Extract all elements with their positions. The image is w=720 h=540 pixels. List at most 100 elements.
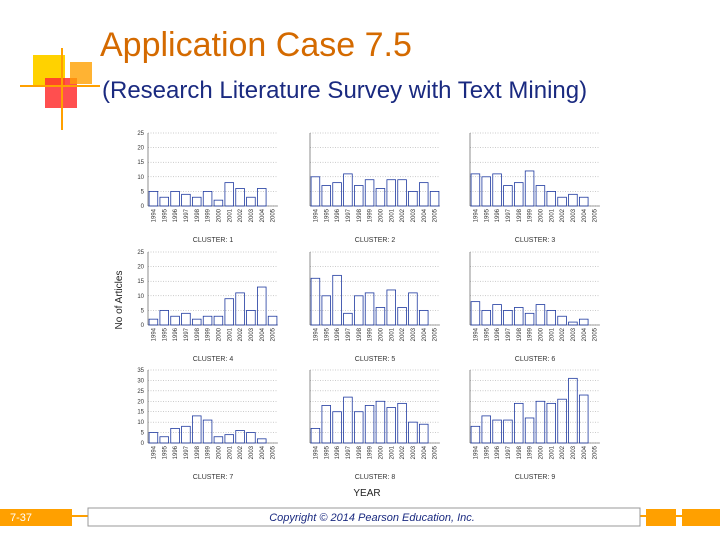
bar [408, 421, 418, 444]
bar [397, 402, 407, 444]
bar [557, 196, 567, 207]
x-tick-label: 2000 [538, 208, 544, 222]
bar [481, 176, 491, 207]
bar [170, 190, 180, 207]
x-tick-label: 2003 [411, 208, 417, 222]
y-tick-label: 15 [137, 279, 144, 285]
bar [364, 179, 375, 207]
x-tick-label: 1996 [173, 327, 179, 341]
bar [332, 182, 342, 207]
x-tick-label: 2004 [260, 208, 266, 222]
x-tick-label: 2002 [238, 327, 244, 341]
x-tick-label: 2002 [400, 208, 406, 222]
chart-title: CLUSTER: 8 [355, 474, 396, 481]
bar [470, 173, 481, 207]
bar [535, 304, 546, 326]
bar [321, 295, 331, 326]
bar [429, 190, 440, 207]
bar [246, 309, 256, 326]
bar [535, 185, 546, 207]
bar [481, 309, 491, 326]
x-tick-label: 1995 [484, 208, 490, 222]
bar [492, 419, 502, 444]
bar [514, 182, 524, 207]
bar [503, 419, 513, 444]
x-tick-label: 1998 [195, 208, 201, 222]
x-tick-label: 2005 [593, 208, 599, 222]
x-tick-label: 2000 [378, 327, 384, 341]
x-tick-label: 2004 [260, 327, 266, 341]
x-tick-label: 2004 [582, 208, 588, 222]
y-tick-label: 30 [137, 378, 144, 384]
bar [397, 307, 407, 326]
slide-subtitle: (Research Literature Survey with Text Mi… [102, 77, 587, 104]
x-tick-label: 1996 [495, 208, 501, 222]
bar [364, 292, 375, 326]
bar [159, 309, 169, 326]
bar [386, 289, 396, 326]
x-tick-label: 1999 [206, 327, 212, 341]
page-number: 7-37 [10, 512, 32, 524]
x-tick-label: 2000 [538, 327, 544, 341]
x-tick-label: 1997 [184, 208, 190, 222]
x-tick-label: 1998 [195, 445, 201, 459]
bar [419, 423, 429, 444]
bar [192, 415, 202, 444]
chart-title: CLUSTER: 2 [355, 237, 396, 244]
x-tick-label: 1999 [206, 208, 212, 222]
bar [419, 182, 429, 207]
bar [375, 307, 386, 326]
bar [354, 411, 364, 444]
x-tick-label: 2000 [216, 327, 222, 341]
x-tick-label: 1998 [517, 327, 523, 341]
bar [375, 188, 386, 207]
x-tick-label: 1994 [151, 445, 157, 459]
bar [310, 176, 321, 207]
x-tick-label: 1998 [357, 208, 363, 222]
y-axis-label: No of Articles [114, 271, 125, 330]
chart-title: CLUSTER: 6 [515, 356, 556, 363]
bar [213, 436, 224, 444]
x-tick-label: 2005 [271, 208, 277, 222]
bar [535, 400, 546, 444]
y-tick-label: 20 [137, 146, 144, 152]
x-tick-label: 2003 [249, 208, 255, 222]
bar [246, 432, 256, 444]
y-tick-label: 10 [137, 420, 144, 426]
bar [386, 407, 396, 444]
bar [170, 427, 180, 444]
y-tick-label: 25 [137, 131, 144, 137]
x-tick-label: 2002 [400, 445, 406, 459]
x-tick-label: 1997 [506, 327, 512, 341]
bar [192, 318, 202, 326]
x-tick-label: 1996 [495, 445, 501, 459]
x-tick-label: 1994 [473, 445, 479, 459]
bar [159, 436, 169, 444]
footer-block [646, 509, 676, 526]
x-tick-label: 2003 [411, 327, 417, 341]
y-tick-label: 35 [137, 368, 144, 374]
x-tick-label: 1994 [151, 327, 157, 341]
y-tick-label: 0 [141, 323, 145, 329]
x-tick-label: 1998 [357, 327, 363, 341]
x-tick-label: 2002 [238, 445, 244, 459]
bar [354, 185, 364, 207]
footer-block [0, 509, 72, 526]
bar [546, 309, 556, 326]
chart-title: CLUSTER: 4 [193, 356, 234, 363]
bar [470, 301, 481, 326]
x-tick-label: 1995 [484, 327, 490, 341]
x-tick-label: 2001 [227, 445, 233, 459]
x-tick-label: 2001 [227, 208, 233, 222]
x-tick-label: 1995 [484, 445, 490, 459]
x-tick-label: 2003 [249, 327, 255, 341]
chart-title: CLUSTER: 5 [355, 356, 396, 363]
bar [546, 190, 556, 207]
bar [470, 425, 481, 444]
x-tick-label: 1994 [313, 208, 319, 222]
x-tick-label: 2005 [593, 445, 599, 459]
bar [579, 394, 589, 444]
x-tick-label: 1994 [473, 208, 479, 222]
x-tick-label: 2003 [411, 445, 417, 459]
x-tick-label: 1996 [173, 445, 179, 459]
